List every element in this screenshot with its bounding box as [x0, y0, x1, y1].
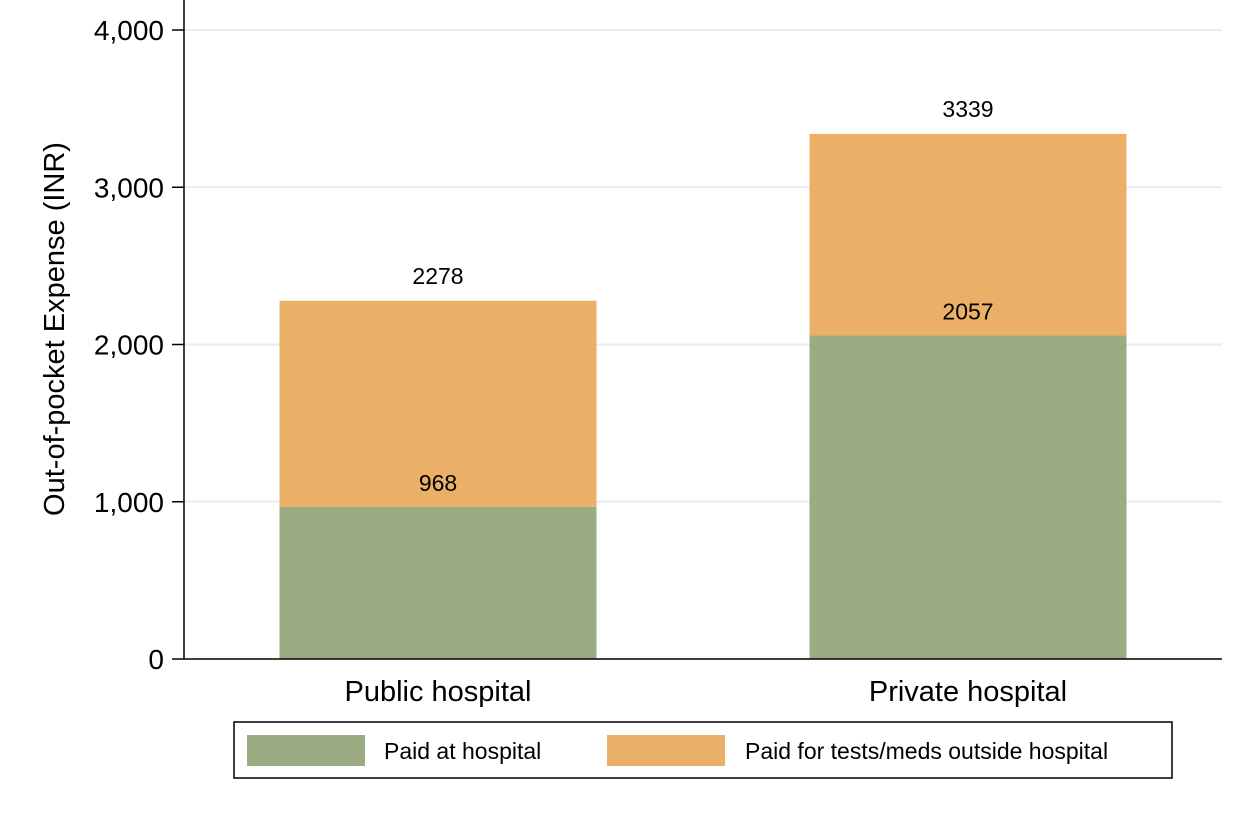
data-labels: 968 2278 2057 3339	[412, 96, 993, 496]
total-value-label-0: 2278	[412, 263, 463, 289]
legend: Paid at hospital Paid for tests/meds out…	[233, 721, 1173, 779]
y-tick-label-2: 2,000	[94, 330, 164, 361]
bar-0-series-1	[279, 300, 597, 507]
segment-value-label-1: 2057	[942, 299, 993, 325]
legend-label-paid-outside-hospital: Paid for tests/meds outside hospital	[745, 738, 1108, 764]
legend-swatch-paid-outside-hospital	[607, 735, 725, 766]
y-axis-title: Out-of-pocket Expense (INR)	[39, 142, 71, 516]
x-category-label-1: Private hospital	[869, 676, 1067, 708]
total-value-label-1: 3339	[942, 96, 993, 122]
bars	[279, 133, 1127, 659]
x-category-labels: Public hospital Private hospital	[345, 676, 1068, 708]
bar-1-series-1	[809, 133, 1127, 336]
legend-swatch-paid-at-hospital	[247, 735, 365, 766]
x-category-label-0: Public hospital	[345, 676, 532, 708]
y-tick-label-1: 1,000	[94, 487, 164, 518]
y-tick-label-4: 4,000	[94, 15, 164, 46]
y-tick-label-3: 3,000	[94, 172, 164, 203]
y-ticks: 0 1,000 2,000 3,000 4,000	[94, 15, 184, 675]
legend-label-paid-at-hospital: Paid at hospital	[384, 738, 541, 764]
bar-0-series-0	[279, 506, 597, 659]
segment-value-label-0: 968	[419, 470, 457, 496]
axes	[183, 0, 1222, 660]
y-tick-label-0: 0	[148, 644, 164, 675]
bar-1-series-0	[809, 335, 1127, 659]
